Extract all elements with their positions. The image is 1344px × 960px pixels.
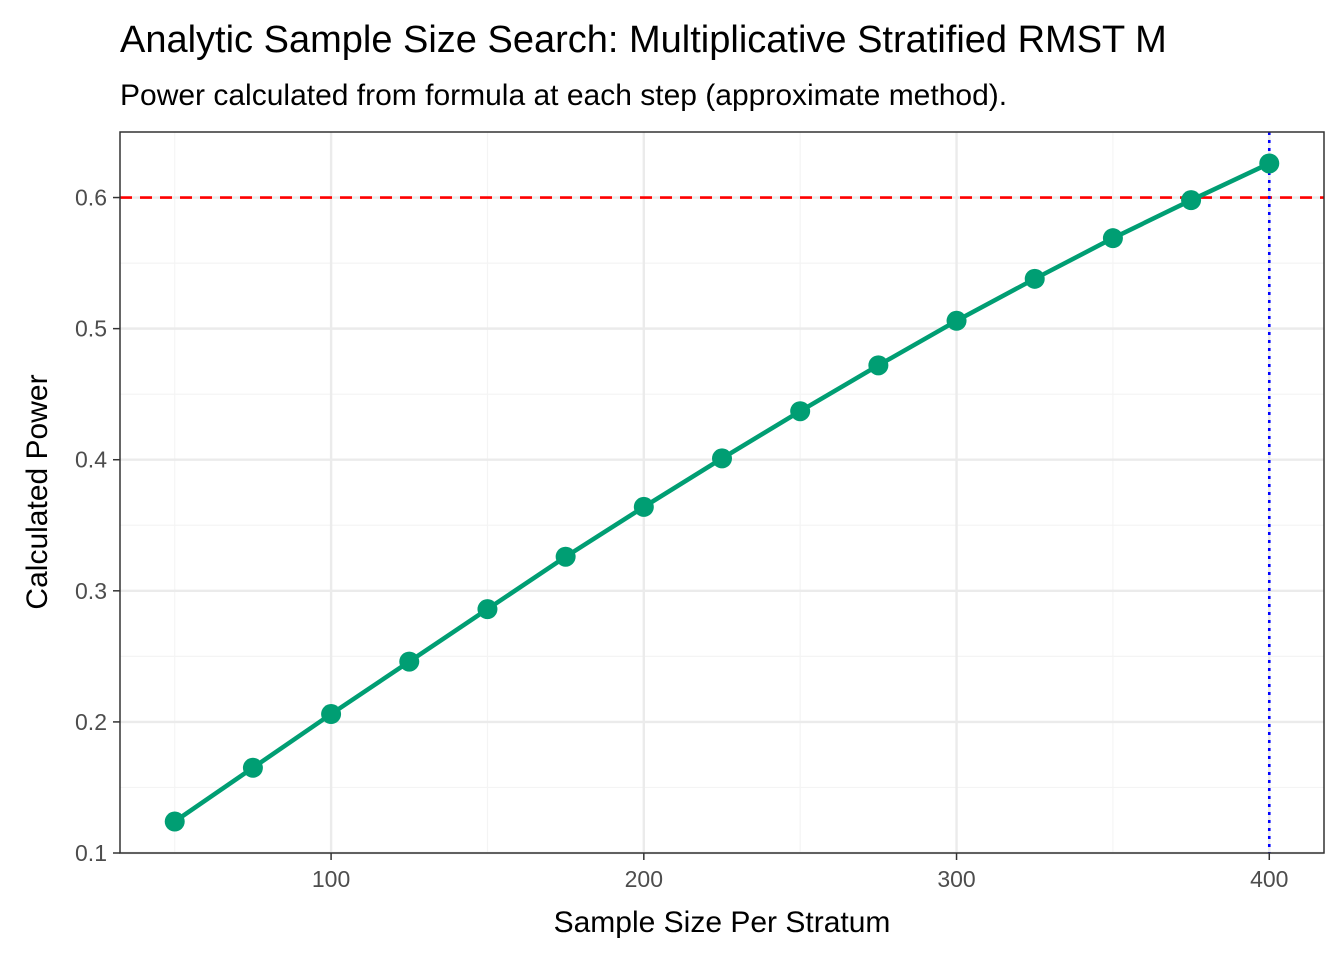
data-point [1024,268,1045,289]
chart-subtitle: Power calculated from formula at each st… [120,79,1007,112]
x-axis-title: Sample Size Per Stratum [554,906,891,939]
data-point [790,401,811,422]
data-point [712,448,732,469]
panel-border [119,131,1325,854]
x-tick-label: 400 [1250,866,1288,892]
data-point [633,496,654,517]
data-point [1102,228,1123,249]
axes: 100 200 300 400 0.1 0.2 0.3 0.4 0.5 0.6 [75,185,1288,892]
data-point [555,546,576,567]
y-axis-title: Calculated Power [21,374,54,609]
y-tick-label: 0.1 [75,840,107,866]
x-tick-label: 100 [312,866,350,892]
data-point [477,599,498,620]
y-tick-label: 0.5 [75,316,107,342]
chart-title: Analytic Sample Size Search: Multiplicat… [120,19,1167,61]
data-point [242,757,263,778]
grid [120,131,1324,855]
x-tick-label: 200 [625,866,663,892]
y-tick-label: 0.3 [75,578,107,604]
reference-lines [120,132,1324,853]
x-tick-label: 300 [937,866,975,892]
data-point [164,811,185,832]
data-point [399,651,420,672]
data-point [946,310,967,331]
data-point [868,355,889,376]
data-point [321,704,342,725]
y-tick-label: 0.4 [75,447,107,473]
y-tick-label: 0.6 [75,185,107,211]
power-series [164,153,1280,832]
y-tick-label: 0.2 [75,709,107,735]
data-point [1259,153,1280,174]
data-point [1181,190,1202,211]
